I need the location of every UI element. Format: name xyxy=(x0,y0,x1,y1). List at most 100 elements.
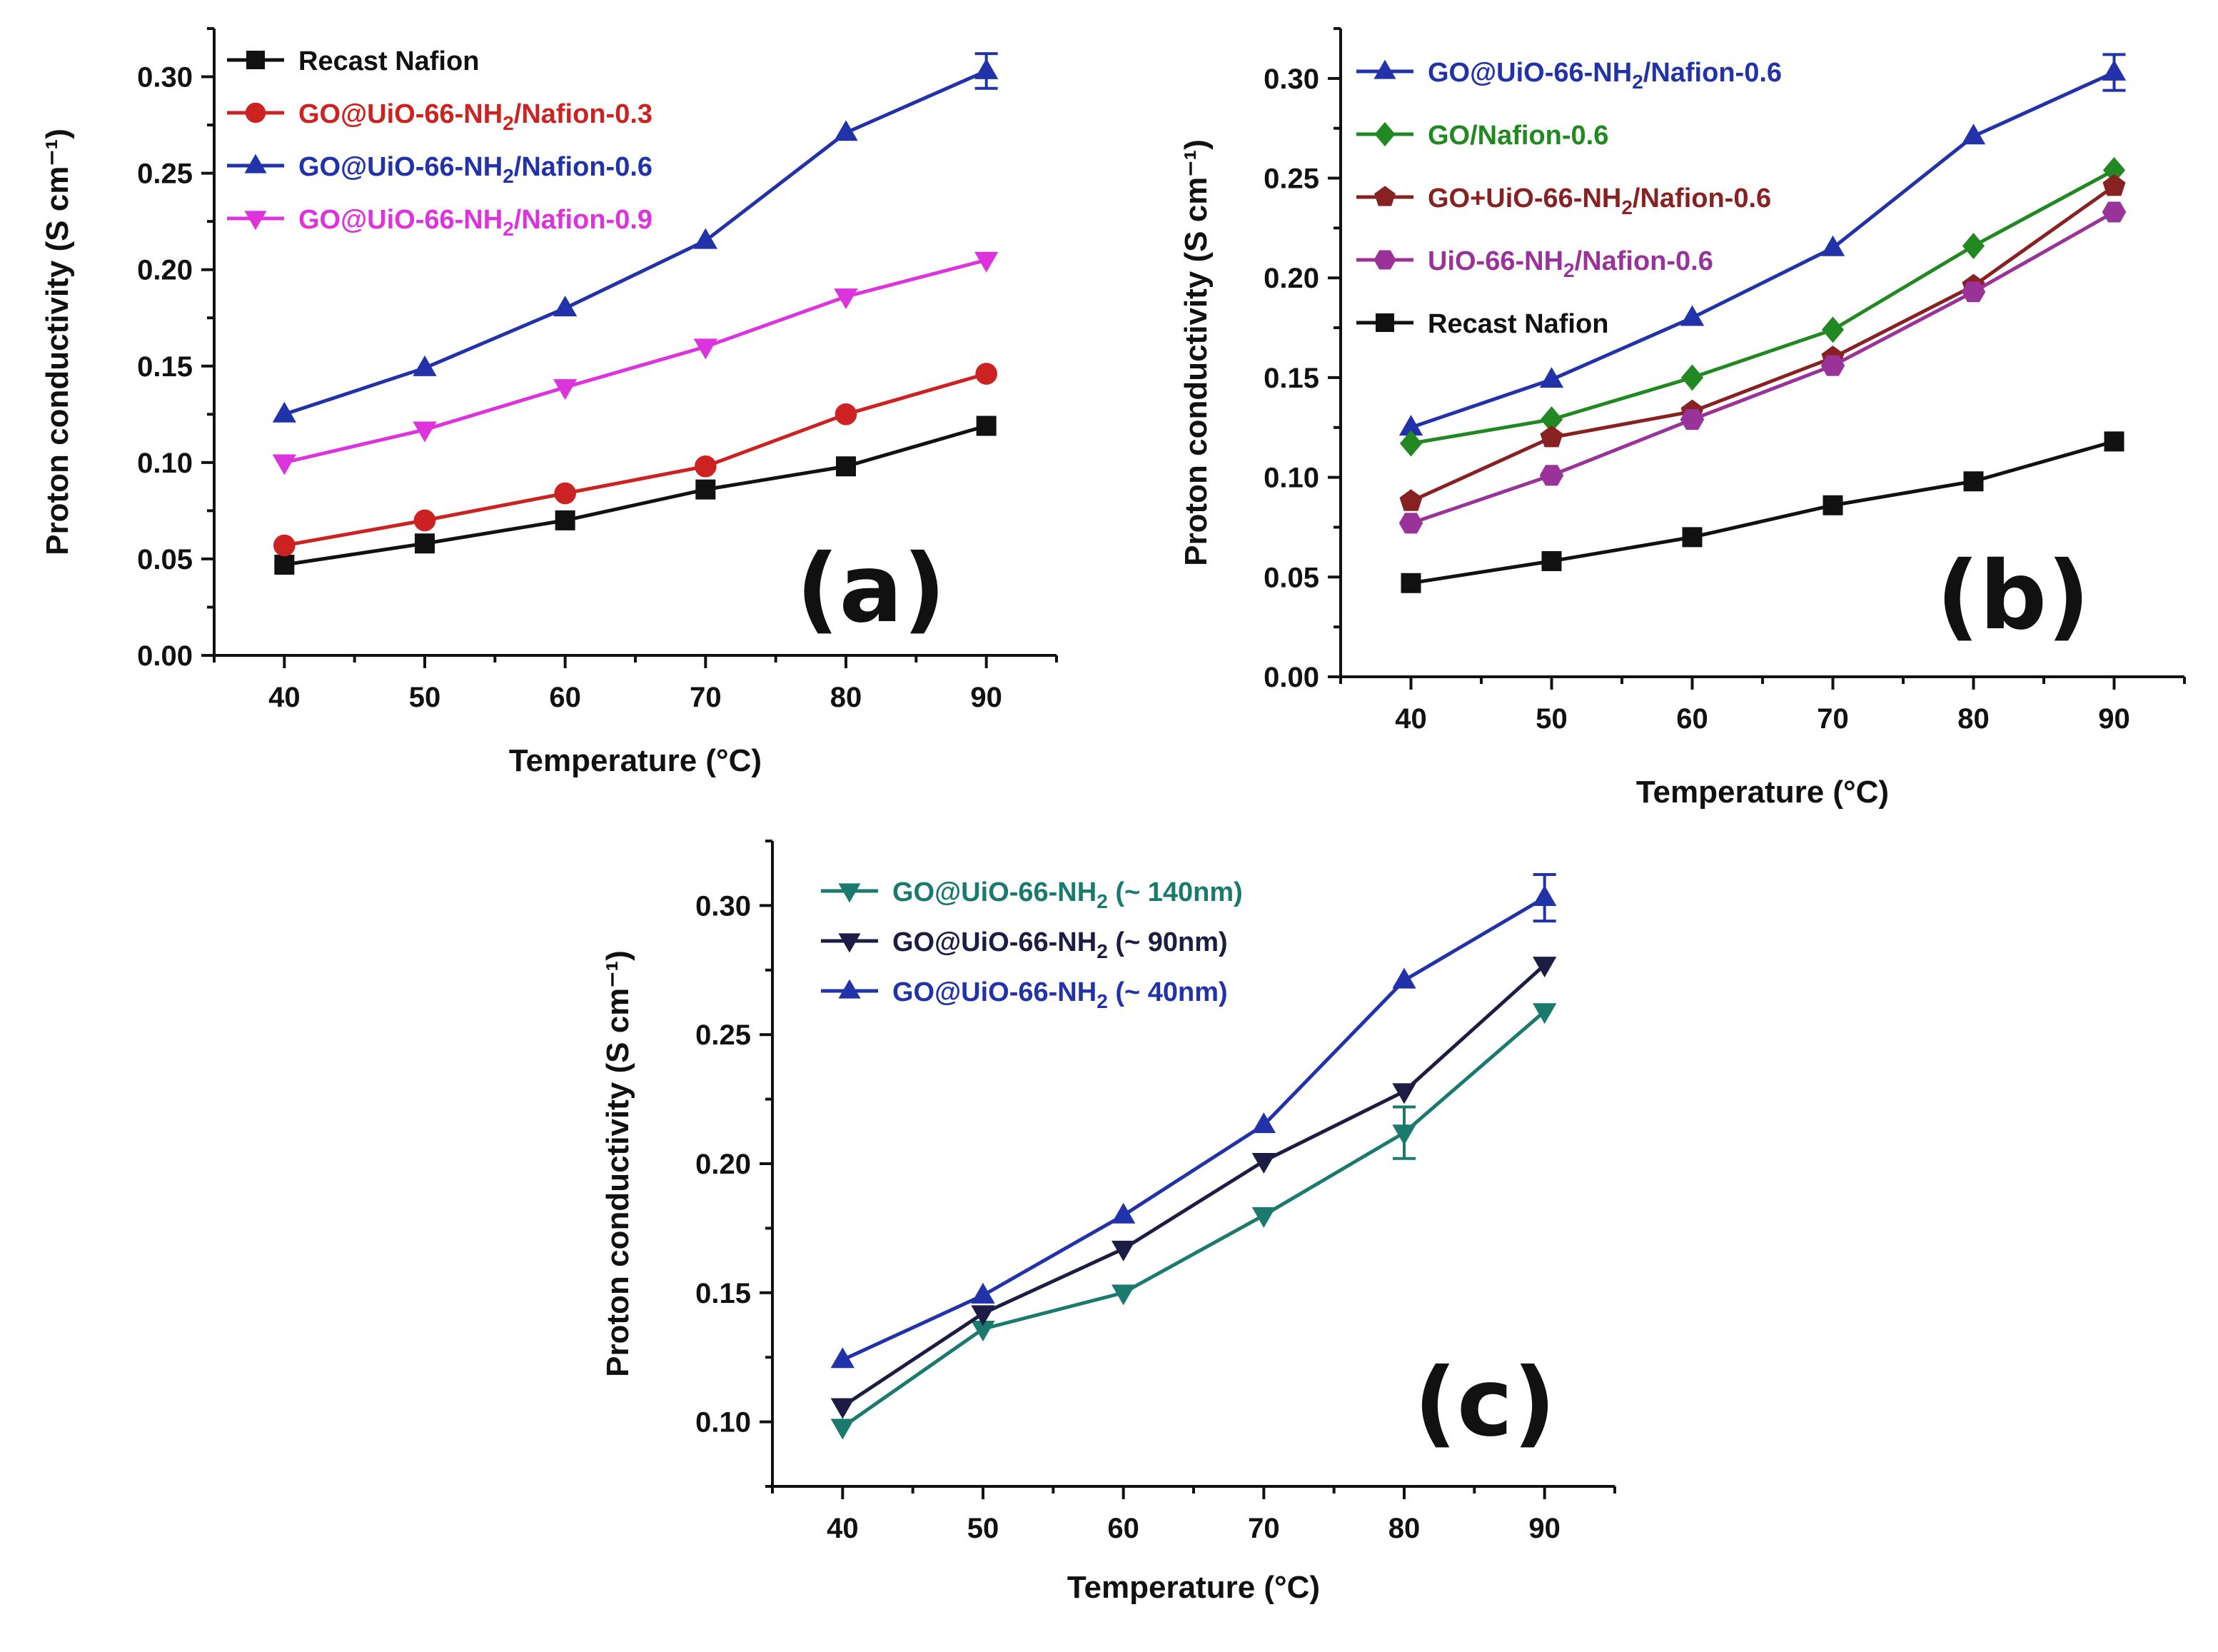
legend-label-subscript: 2 xyxy=(1632,71,1643,93)
x-tick-label: 70 xyxy=(690,682,722,713)
chart-panel-a: 40 50 60 70 80 90 0.00 0.05 0.10 0.15 0.20 0.25 0.30… xyxy=(40,27,1058,778)
data-point xyxy=(413,509,436,532)
x-tick-label: 70 xyxy=(1817,703,1849,735)
legend-label-tail: (~ 40nm) xyxy=(1108,977,1228,1007)
series-line xyxy=(841,1009,1546,1429)
data-point xyxy=(836,456,856,477)
data-point xyxy=(1680,409,1705,430)
y-tick-label: 0.05 xyxy=(1264,562,1319,593)
data-point xyxy=(1111,1284,1136,1306)
legend-label: GO@UiO-66-NH2/Nafion-0.9 xyxy=(298,205,652,240)
data-point xyxy=(830,1419,855,1440)
y-tick-label: 0.00 xyxy=(1264,662,1319,693)
legend-label-subscript: 2 xyxy=(1097,990,1108,1012)
data-point xyxy=(555,510,575,530)
legend-label-main: GO@UiO-66-NH xyxy=(298,205,503,235)
series-1 xyxy=(273,363,997,557)
data-point xyxy=(1540,425,1563,448)
data-point xyxy=(2102,173,2126,196)
series-line xyxy=(283,372,987,548)
data-point xyxy=(1392,967,1416,989)
legend-label-subscript: 2 xyxy=(503,165,514,187)
series-2 xyxy=(272,52,999,423)
data-point xyxy=(1820,355,1845,376)
x-tick-label: 90 xyxy=(1528,1513,1561,1544)
y-tick-label: 0.20 xyxy=(1264,263,1319,294)
y-axis-title: Proton conductivity (S cm⁻¹) xyxy=(40,129,75,555)
series-3 xyxy=(272,251,999,475)
data-point xyxy=(1539,367,1564,388)
legend-label-main: GO@UiO-66-NH xyxy=(1428,58,1632,88)
legend-label-main: GO@UiO-66-NH xyxy=(298,152,503,182)
data-point xyxy=(1680,305,1705,326)
data-point xyxy=(1251,1152,1276,1174)
data-point xyxy=(273,534,296,557)
legend-label-subscript: 2 xyxy=(503,218,514,240)
series-3 xyxy=(1398,201,2127,534)
legend-label-main: GO+UiO-66-NH xyxy=(1428,183,1621,213)
data-point xyxy=(413,421,437,443)
chart-panel-b: 40 50 60 70 80 90 0.00 0.05 0.10 0.15 0.20 0.25 0.30… xyxy=(1179,27,2186,810)
legend-label-tail: /Nafion-0.9 xyxy=(514,205,652,235)
panel-label: (c) xyxy=(1414,1348,1556,1458)
legend-marker xyxy=(1373,59,1396,79)
data-point xyxy=(695,455,717,478)
data-point xyxy=(1399,489,1423,511)
legend-label-main: Recast Nafion xyxy=(298,46,479,76)
series-0 xyxy=(830,1003,1557,1440)
data-point xyxy=(974,251,999,273)
data-point xyxy=(971,1282,995,1304)
series-2 xyxy=(1399,173,2126,511)
data-point xyxy=(415,533,435,554)
y-tick-label: 0.25 xyxy=(137,158,193,190)
series-line xyxy=(842,896,1546,1362)
chart-panel-c: 40 50 60 70 80 90 0.10 0.15 0.20 0.25 0.30 Temperat… xyxy=(600,840,1616,1605)
series-line xyxy=(1411,439,2115,585)
legend-label: GO+UiO-66-NH2/Nafion-0.6 xyxy=(1428,183,1771,218)
legend-label: GO@UiO-66-NH2/Nafion-0.6 xyxy=(298,152,652,187)
data-point xyxy=(1111,1240,1136,1261)
series-1 xyxy=(830,957,1557,1419)
legend: Recast NafionGO@UiO-66-NH2/Nafion-0.3GO@… xyxy=(227,46,652,240)
x-tick-label: 40 xyxy=(1395,703,1427,735)
data-point xyxy=(834,288,858,310)
series-0 xyxy=(1398,53,2127,436)
legend-label: GO@UiO-66-NH2/Nafion-0.3 xyxy=(298,99,652,134)
x-tick-label: 90 xyxy=(970,682,1002,713)
x-tick-label: 80 xyxy=(830,682,862,713)
data-point xyxy=(2104,431,2124,452)
data-point xyxy=(1680,364,1704,391)
y-tick-label: 0.20 xyxy=(695,1149,751,1180)
series-4 xyxy=(1401,431,2124,593)
x-tick-label: 80 xyxy=(1388,1513,1421,1544)
legend-label-tail: /Nafion-0.6 xyxy=(1643,58,1782,88)
data-point xyxy=(1823,495,1843,515)
legend-label-main: UiO-66-NH xyxy=(1428,246,1563,276)
legend-label: Recast Nafion xyxy=(298,46,479,76)
x-tick-label: 70 xyxy=(1248,1513,1280,1544)
series-line xyxy=(283,69,987,416)
series-2 xyxy=(830,873,1557,1369)
data-point xyxy=(1251,1112,1276,1134)
x-axis-title: Temperature (°C) xyxy=(509,743,762,778)
legend-label-main: GO/Nafion-0.6 xyxy=(1428,121,1608,151)
data-point xyxy=(2102,201,2127,223)
data-point xyxy=(1251,1207,1276,1228)
data-point xyxy=(1962,233,1985,259)
legend-label-subscript: 2 xyxy=(1621,196,1633,218)
x-tick-label: 50 xyxy=(967,1513,999,1544)
series-line xyxy=(283,424,987,567)
legend-label-tail: /Nafion-0.3 xyxy=(514,99,652,129)
y-tick-label: 0.00 xyxy=(137,640,193,672)
data-point xyxy=(2102,59,2127,81)
series-0 xyxy=(274,415,997,575)
y-tick-label: 0.05 xyxy=(137,544,193,575)
data-point xyxy=(1111,1202,1136,1224)
data-point xyxy=(1961,281,1986,303)
legend-label: GO@UiO-66-NH2 (~ 40nm) xyxy=(892,977,1228,1012)
data-point xyxy=(693,338,718,360)
data-point xyxy=(695,479,716,500)
y-tick-label: 0.10 xyxy=(695,1407,751,1439)
